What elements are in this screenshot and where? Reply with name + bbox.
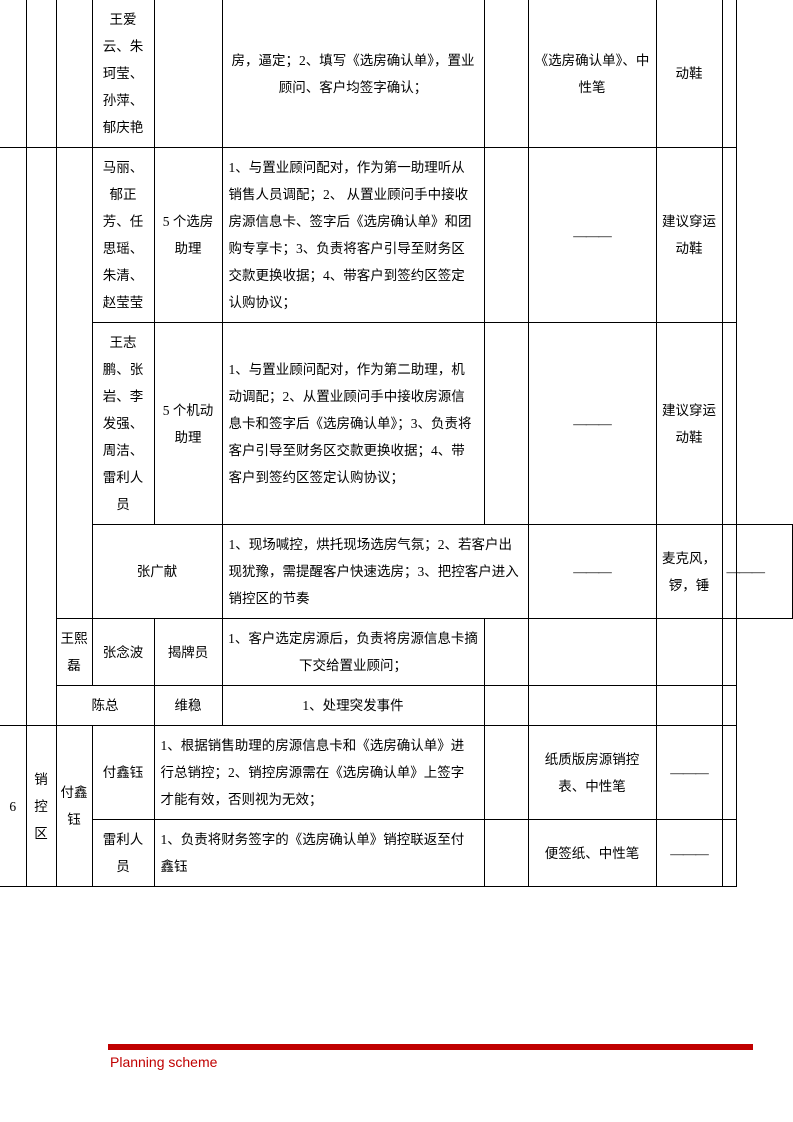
table-cell <box>656 686 722 726</box>
table-cell <box>722 148 736 323</box>
table-cell: 1、根据销售助理的房源信息卡和《选房确认单》进行总销控；2、销控房源需在《选房确… <box>154 726 484 820</box>
footer-text: Planning scheme <box>108 1054 753 1070</box>
table-cell <box>484 619 528 686</box>
table-cell: 陈总 <box>56 686 154 726</box>
table-cell: 付鑫钰 <box>56 726 92 887</box>
table-cell <box>722 686 736 726</box>
table-cell: 1、与置业顾问配对，作为第二助理，机动调配；2、从置业顾问手中接收房源信息卡和签… <box>222 323 484 525</box>
table-cell: 便签纸、中性笔 <box>528 820 656 887</box>
table-cell: 房，逼定；2、填写《选房确认单》，置业顾问、客户均签字确认； <box>222 0 484 148</box>
table-cell: 张广献 <box>92 525 222 619</box>
table-row: 王熙磊张念波揭牌员1、客户选定房源后，负责将房源信息卡摘下交给置业顾问； <box>0 619 793 686</box>
table-cell <box>56 0 92 148</box>
table-cell <box>484 726 528 820</box>
table-cell: ——— <box>528 148 656 323</box>
table-cell <box>0 148 26 726</box>
table-cell <box>484 0 528 148</box>
table-cell: 纸质版房源销控表、中性笔 <box>528 726 656 820</box>
table-cell <box>722 726 736 820</box>
table-cell <box>154 0 222 148</box>
table-row: 张广献1、现场喊控，烘托现场选房气氛；2、若客户出现犹豫，需提醒客户快速选房；3… <box>0 525 793 619</box>
table-cell: 《选房确认单》、中性笔 <box>528 0 656 148</box>
table-cell: ——— <box>528 525 656 619</box>
table-cell: 马丽、郁正芳、任思瑶、朱清、赵莹莹 <box>92 148 154 323</box>
table-row: 王爱云、朱珂莹、孙萍、郁庆艳 房，逼定；2、填写《选房确认单》，置业顾问、客户均签… <box>0 0 793 148</box>
table-cell <box>484 148 528 323</box>
table-cell: 1、处理突发事件 <box>222 686 484 726</box>
table-cell: 王爱云、朱珂莹、孙萍、郁庆艳 <box>92 0 154 148</box>
table-cell: ——— <box>528 323 656 525</box>
table-cell <box>528 619 656 686</box>
table-cell <box>26 148 56 726</box>
table-cell: 付鑫钰 <box>92 726 154 820</box>
table-cell: 6 <box>0 726 26 887</box>
footer: Planning scheme <box>108 1044 753 1070</box>
table-cell <box>722 619 736 686</box>
table-cell <box>484 686 528 726</box>
table-cell <box>484 820 528 887</box>
table-cell <box>56 148 92 619</box>
table-cell: 1、现场喊控，烘托现场选房气氛；2、若客户出现犹豫，需提醒客户快速选房；3、把控… <box>222 525 528 619</box>
table-cell: 揭牌员 <box>154 619 222 686</box>
table-cell <box>656 619 722 686</box>
table-cell: 建议穿运动鞋 <box>656 148 722 323</box>
table-cell: 麦克风，锣，锤 <box>656 525 722 619</box>
table-cell: 销控区 <box>26 726 56 887</box>
page: 王爱云、朱珂莹、孙萍、郁庆艳 房，逼定；2、填写《选房确认单》，置业顾问、客户均签… <box>0 0 793 887</box>
table-cell: 5 个机动助理 <box>154 323 222 525</box>
table-cell <box>484 323 528 525</box>
table-cell: ——— <box>656 726 722 820</box>
table-cell: ——— <box>656 820 722 887</box>
table-row: 6销控区付鑫钰付鑫钰1、根据销售助理的房源信息卡和《选房确认单》进行总销控；2、… <box>0 726 793 820</box>
table-cell <box>722 820 736 887</box>
table-cell: ——— <box>722 525 736 619</box>
table-cell: 5 个选房助理 <box>154 148 222 323</box>
table-row: 马丽、郁正芳、任思瑶、朱清、赵莹莹5 个选房助理1、与置业顾问配对，作为第一助理… <box>0 148 793 323</box>
table-cell <box>528 686 656 726</box>
table-cell: 王志鹏、张岩、李发强、周洁、雷利人员 <box>92 323 154 525</box>
table-row: 王志鹏、张岩、李发强、周洁、雷利人员5 个机动助理1、与置业顾问配对，作为第二助… <box>0 323 793 525</box>
main-table: 王爱云、朱珂莹、孙萍、郁庆艳 房，逼定；2、填写《选房确认单》，置业顾问、客户均签… <box>0 0 793 887</box>
footer-line <box>108 1044 753 1050</box>
table-cell: 1、负责将财务签字的《选房确认单》销控联返至付鑫钰 <box>154 820 484 887</box>
table-cell: 雷利人员 <box>92 820 154 887</box>
table-row: 雷利人员1、负责将财务签字的《选房确认单》销控联返至付鑫钰便签纸、中性笔——— <box>0 820 793 887</box>
table-cell: 动鞋 <box>656 0 722 148</box>
table-cell <box>722 323 736 525</box>
table-cell: 1、与置业顾问配对，作为第一助理听从销售人员调配；2、 从置业顾问手中接收房源信… <box>222 148 484 323</box>
table-cell: 维稳 <box>154 686 222 726</box>
table-cell: 建议穿运动鞋 <box>656 323 722 525</box>
table-cell <box>722 0 736 148</box>
table-cell <box>0 0 26 148</box>
table-cell <box>26 0 56 148</box>
table-cell: 王熙磊 <box>56 619 92 686</box>
table-cell: 1、客户选定房源后，负责将房源信息卡摘下交给置业顾问； <box>222 619 484 686</box>
table-cell: 张念波 <box>92 619 154 686</box>
table-row: 陈总维稳1、处理突发事件 <box>0 686 793 726</box>
